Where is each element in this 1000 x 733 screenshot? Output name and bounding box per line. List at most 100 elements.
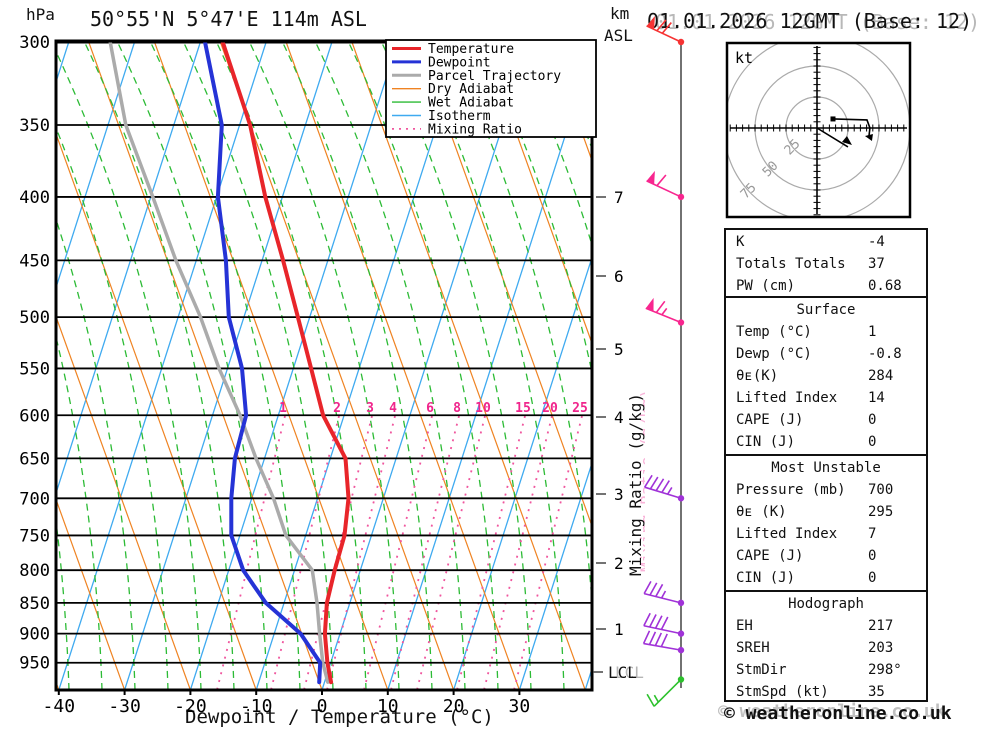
isotherm-line bbox=[518, 460, 592, 690]
surface-row: θᴇ(K) 284 bbox=[736, 368, 918, 385]
wet-adiabat-line bbox=[545, 41, 592, 151]
stats-table-box: Surface Temp (°C) 1 Dewp (°C) -0.8 θᴇ(K) 284 Li… bbox=[724, 296, 928, 456]
wet-adiabat-line bbox=[56, 217, 136, 690]
most-unstable-value: 0 bbox=[868, 570, 877, 586]
mixing-ratio-line bbox=[363, 415, 433, 690]
surface-row: CIN (J) 0 bbox=[736, 434, 918, 450]
hodograph-border bbox=[725, 41, 912, 219]
pressure-label: 950 bbox=[19, 654, 50, 674]
pressure-label: 900 bbox=[19, 625, 50, 645]
temp-axis-label: 0 bbox=[317, 696, 328, 717]
km-label: 7 bbox=[614, 188, 624, 207]
wet-adiabat-line bbox=[248, 41, 400, 690]
km-label: 3 bbox=[614, 485, 624, 504]
stats-table-box: Most Unstable Pressure (mb) 700 θᴇ (K) 295 Li… bbox=[724, 454, 928, 592]
mixing-ratio-value: 4 bbox=[389, 401, 397, 416]
dry-adiabat-line bbox=[153, 41, 389, 690]
wind-barb bbox=[643, 474, 685, 502]
surface-label: CIN (J) bbox=[736, 434, 796, 450]
temp-axis-label: -10 bbox=[240, 696, 273, 717]
temperature-curve bbox=[220, 41, 351, 685]
surface-row: Lifted Index 14 bbox=[736, 390, 918, 406]
surface-label: Lifted Index bbox=[736, 390, 838, 406]
stats-section-header: Hodograph bbox=[788, 596, 864, 612]
mixing-ratio-line bbox=[513, 415, 583, 690]
indices-value: -4 bbox=[868, 234, 885, 250]
km-axis: 7 6 5 4 3 2 1 bbox=[593, 188, 624, 673]
run-date-title: 01.01.2026 12GMT (Base: 12) bbox=[647, 9, 973, 33]
most-unstable-label: CAPE (J) bbox=[736, 548, 804, 564]
pressure-label: 650 bbox=[19, 449, 50, 469]
mixing-ratio-value: 3 bbox=[366, 401, 374, 416]
surface-row: Temp (°C) 1 bbox=[736, 324, 918, 340]
surface-row: CAPE (J) 0 bbox=[736, 412, 918, 428]
most-unstable-row: Lifted Index 7 bbox=[736, 526, 918, 542]
parcel-trajectory-curve bbox=[108, 41, 330, 684]
indices-value: 37 bbox=[868, 256, 885, 272]
wet-adiabat-line bbox=[347, 41, 499, 690]
pressure-label: 300 bbox=[19, 33, 50, 53]
storm-motion-vector bbox=[816, 127, 849, 148]
mixing-ratio-value: 1 bbox=[279, 401, 287, 416]
wind-barb bbox=[645, 297, 685, 326]
hodograph-stats-label: SREH bbox=[736, 640, 770, 656]
surface-row: Dewp (°C) -0.8 bbox=[736, 346, 918, 362]
isotherm-line bbox=[56, 41, 202, 496]
most-unstable-row: Pressure (mb) 700 bbox=[736, 482, 918, 498]
pressure-unit-label: hPa bbox=[26, 5, 55, 24]
pressure-label: 750 bbox=[19, 526, 50, 546]
mixing-ratio-value: 25 bbox=[572, 401, 588, 416]
mixing-ratio-value: 20 bbox=[542, 401, 558, 416]
most-unstable-label: CIN (J) bbox=[736, 570, 796, 586]
wet-adiabat-line bbox=[182, 41, 334, 690]
isotherm-line bbox=[56, 41, 136, 290]
hodograph-stats-value: 35 bbox=[868, 684, 885, 700]
altitude-unit-km: km bbox=[610, 4, 630, 23]
hodograph-stats-row: StmDir 298° bbox=[736, 662, 918, 678]
wet-adiabat-line bbox=[116, 41, 268, 690]
km-label: 4 bbox=[614, 408, 624, 427]
legend-label: Temperature bbox=[428, 42, 514, 57]
dry-adiabat-line bbox=[56, 132, 257, 690]
xaxis-title: Dewpoint / Temperature (°C) bbox=[185, 706, 494, 728]
stats-table-box: K -4 Totals Totals 37 PW (cm) 0.68 bbox=[724, 228, 928, 298]
mixing-ratio-value: 10 bbox=[475, 401, 491, 416]
indices-label: PW (cm) bbox=[736, 278, 796, 294]
wet-adiabat-line bbox=[56, 50, 202, 690]
isotherm-line bbox=[58, 41, 268, 690]
surface-value: -0.8 bbox=[868, 346, 902, 362]
hodograph-trace-start bbox=[830, 116, 836, 122]
lcl-label: LCL bbox=[608, 663, 637, 682]
indices-value: 0.68 bbox=[868, 278, 902, 294]
wind-barb bbox=[646, 676, 685, 707]
hodograph-stats-label: EH bbox=[736, 618, 753, 634]
wind-barb-column bbox=[642, 15, 685, 707]
mixing-ratio-value: 2 bbox=[333, 401, 341, 416]
legend-label: Wet Adiabat bbox=[428, 96, 514, 111]
surface-value: 14 bbox=[868, 390, 885, 406]
dry-adiabat-line bbox=[285, 41, 520, 690]
pressure-label: 700 bbox=[19, 489, 50, 509]
pressure-label: 800 bbox=[19, 561, 50, 581]
credit-footer: © weatheronline.co.uk bbox=[724, 703, 952, 724]
most-unstable-value: 0 bbox=[868, 548, 877, 564]
km-label: 5 bbox=[614, 340, 624, 359]
dry-adiabat-line bbox=[350, 41, 586, 690]
most-unstable-label: θᴇ (K) bbox=[736, 504, 787, 520]
mixing-ratio-labels: 1 2 3 4 6 8 10 15 20 25 bbox=[279, 401, 588, 416]
stats-table-box: Hodograph EH 217 SREH 203 StmDir 298° StmSpd (k… bbox=[724, 590, 928, 702]
temp-axis-label: 20 bbox=[443, 696, 465, 717]
km-label: 2 bbox=[614, 554, 624, 573]
mixing-ratio-value: 6 bbox=[426, 401, 434, 416]
pressure-label: 500 bbox=[19, 308, 50, 328]
surface-value: 284 bbox=[868, 368, 894, 384]
mixing-ratio-line bbox=[416, 415, 486, 690]
temp-axis-label: -40 bbox=[43, 696, 76, 717]
temperature-axis-labels: -40 -30 -20 -10 0 10 20 30 bbox=[43, 690, 530, 717]
legend-label: Dewpoint bbox=[428, 55, 491, 70]
hodograph-unit-label: kt bbox=[735, 49, 753, 67]
dry-adiabat-line bbox=[416, 41, 592, 528]
mixing-ratio-value: 8 bbox=[453, 401, 461, 416]
